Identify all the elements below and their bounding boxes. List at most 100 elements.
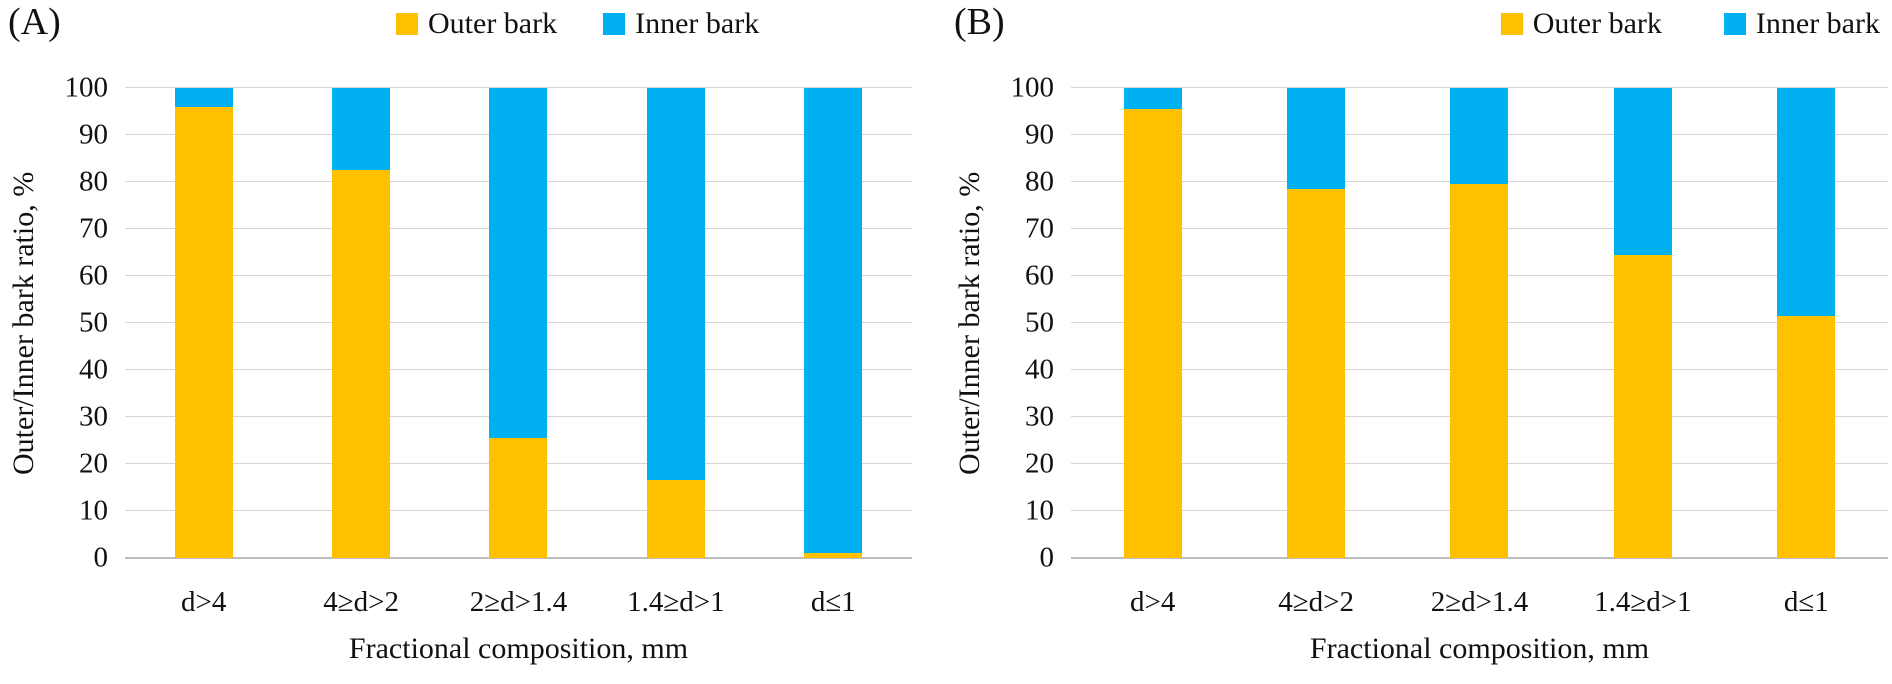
y-tick-label: 30: [79, 400, 108, 433]
y-tick-label: 50: [1025, 306, 1054, 339]
y-tick-label: 90: [79, 118, 108, 151]
stacked-bar: [489, 88, 548, 558]
bar-segment-outer-bark: [646, 480, 705, 558]
bar-segment-inner-bark: [1287, 88, 1346, 190]
stacked-bar: [1287, 88, 1346, 558]
outer-bark-swatch-icon: [1500, 13, 1523, 35]
y-tick-label: 60: [79, 259, 108, 292]
y-tick-label: 20: [1025, 447, 1054, 480]
outer-bark-swatch-icon: [396, 13, 418, 35]
legend-b: Outer bark Inner bark: [1500, 7, 1880, 41]
panel-b: (B) Outer bark Inner bark Outer/Inner ba…: [946, 0, 1892, 684]
bar-segment-inner-bark: [489, 88, 548, 439]
x-category-label: d>4: [1130, 586, 1176, 618]
plot-area: [125, 87, 912, 559]
x-axis-category-labels: d>4 4≥d>2 2≥d>1.4 1.4≥d>1 d≤1: [1071, 586, 1888, 626]
bar-slot: [597, 88, 754, 558]
y-tick-label: 0: [93, 541, 109, 574]
y-axis-tick-labels: 0 10 20 30 40 50 60 70 80 90 100: [46, 73, 116, 572]
bar-segment-inner-bark: [332, 88, 391, 171]
x-axis-line: [1071, 557, 1888, 559]
inner-bark-swatch-icon: [1723, 13, 1746, 35]
y-tick-label: 10: [1025, 494, 1054, 527]
y-tick-label: 100: [1010, 71, 1055, 104]
bar-slot: [282, 88, 439, 558]
x-category-label: 4≥d>2: [1278, 586, 1354, 618]
bar-segment-inner-bark: [1613, 88, 1672, 255]
legend-item-inner-bark: Inner bark: [1723, 7, 1880, 41]
y-tick-label: 80: [1025, 165, 1054, 198]
panel-b-label: (B): [954, 1, 1005, 43]
legend-label-inner-bark: Inner bark: [635, 7, 760, 40]
bar-segment-inner-bark: [646, 88, 705, 481]
x-category-label: d≤1: [1783, 586, 1829, 618]
y-tick-label: 80: [79, 165, 108, 198]
bar-slot: [125, 88, 282, 558]
x-axis-title: Fractional composition, mm: [348, 632, 689, 665]
x-axis-title: Fractional composition, mm: [1309, 632, 1650, 665]
y-tick-label: 30: [1025, 400, 1054, 433]
stacked-bar: [1123, 88, 1182, 558]
legend-item-inner-bark: Inner bark: [603, 7, 759, 41]
legend-label-inner-bark: Inner bark: [1755, 7, 1880, 40]
bar-segment-inner-bark: [1450, 88, 1509, 185]
bar-segment-inner-bark: [804, 88, 863, 554]
bar-segment-outer-bark: [1123, 109, 1182, 558]
stacked-bar: [174, 88, 233, 558]
y-axis-title: Outer/Inner bark ratio, %: [7, 171, 40, 475]
stacked-bar: [1613, 88, 1672, 558]
bar-segment-inner-bark: [1777, 88, 1836, 316]
stacked-bar: [804, 88, 863, 558]
y-tick-label: 50: [79, 306, 108, 339]
bar-segment-outer-bark: [1777, 315, 1836, 558]
x-axis-line: [125, 557, 912, 559]
bar-slot: [1234, 88, 1397, 558]
stacked-bar: [646, 88, 705, 558]
y-axis-title: Outer/Inner bark ratio, %: [953, 171, 986, 475]
bar-segment-outer-bark: [1613, 254, 1672, 558]
inner-bark-swatch-icon: [603, 13, 626, 35]
legend-item-outer-bark: Outer bark: [1500, 7, 1662, 41]
x-axis-category-labels: d>4 4≥d>2 2≥d>1.4 1.4≥d>1 d≤1: [125, 586, 912, 626]
x-category-label: 1.4≥d>1: [1594, 586, 1692, 618]
stacked-bar: [1777, 88, 1836, 558]
bar-segment-outer-bark: [489, 438, 548, 558]
y-tick-label: 20: [79, 447, 108, 480]
stacked-bar: [332, 88, 391, 558]
y-tick-label: 10: [79, 494, 108, 527]
x-category-label: 2≥d>1.4: [469, 586, 568, 618]
bar-slot: [755, 88, 912, 558]
bar-segment-outer-bark: [804, 553, 863, 558]
legend-item-outer-bark: Outer bark: [396, 7, 557, 41]
legend-a: Outer bark Inner bark: [396, 7, 759, 41]
y-tick-label: 40: [1025, 353, 1054, 386]
y-tick-label: 70: [1025, 212, 1054, 245]
y-axis-tick-labels: 0 10 20 30 40 50 60 70 80 90 100: [992, 73, 1062, 572]
panel-a: (A) Outer bark Inner bark Outer/Inner ba…: [7, 1, 912, 665]
y-tick-label: 70: [79, 212, 108, 245]
legend-label-outer-bark: Outer bark: [1532, 7, 1662, 40]
gridline: [125, 87, 912, 88]
x-category-label: 1.4≥d>1: [627, 586, 725, 618]
plot-area: [1071, 87, 1888, 559]
stacked-bar: [1450, 88, 1509, 558]
panel-a-label: (A): [8, 1, 61, 43]
x-category-label: 2≥d>1.4: [1430, 586, 1529, 618]
y-tick-label: 40: [79, 353, 108, 386]
bar-segment-outer-bark: [174, 106, 233, 558]
bar-slot: [440, 88, 597, 558]
x-category-label: 4≥d>2: [323, 586, 399, 618]
bar-segment-outer-bark: [1287, 189, 1346, 558]
legend-label-outer-bark: Outer bark: [428, 7, 558, 40]
bar-slot: [1398, 88, 1561, 558]
y-tick-label: 60: [1025, 259, 1054, 292]
y-tick-label: 0: [1039, 541, 1055, 574]
y-tick-label: 90: [1025, 118, 1054, 151]
bar-segment-inner-bark: [1123, 88, 1182, 110]
y-tick-label: 100: [64, 71, 109, 104]
bar-slot: [1071, 88, 1234, 558]
x-category-label: d≤1: [810, 586, 856, 618]
x-category-label: d>4: [181, 586, 227, 618]
bar-slot: [1725, 88, 1888, 558]
